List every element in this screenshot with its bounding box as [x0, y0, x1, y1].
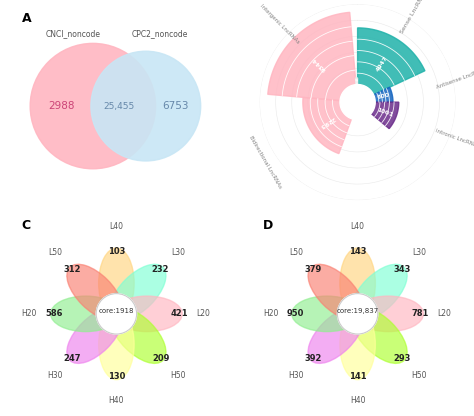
Ellipse shape [351, 307, 407, 364]
Text: D: D [263, 219, 273, 232]
Text: CNCI_noncode: CNCI_noncode [46, 29, 101, 38]
Text: H40: H40 [109, 396, 124, 405]
Ellipse shape [110, 264, 166, 320]
Text: L50: L50 [48, 248, 62, 257]
Text: L20: L20 [196, 310, 210, 318]
Text: Sense LncRNAs: Sense LncRNAs [400, 0, 428, 35]
Ellipse shape [112, 296, 182, 332]
Ellipse shape [99, 248, 134, 318]
Text: A: A [22, 12, 32, 25]
Text: 392: 392 [305, 354, 322, 362]
Text: 600: 600 [377, 93, 390, 100]
Text: H30: H30 [288, 371, 304, 380]
Ellipse shape [340, 309, 375, 380]
Text: Antisense LncRNAs: Antisense LncRNAs [435, 67, 474, 90]
Text: H50: H50 [411, 371, 427, 380]
Text: 781: 781 [411, 310, 429, 318]
Polygon shape [371, 102, 399, 129]
Text: 950: 950 [286, 310, 304, 318]
Text: 130: 130 [108, 372, 125, 381]
Text: 232: 232 [152, 265, 169, 274]
Text: 143: 143 [349, 247, 366, 256]
Text: L30: L30 [412, 248, 426, 257]
Text: 312: 312 [64, 265, 81, 274]
Text: core:19,837: core:19,837 [337, 308, 379, 314]
Text: H40: H40 [350, 396, 365, 405]
Text: 25,455: 25,455 [104, 102, 135, 111]
Text: L40: L40 [109, 223, 123, 231]
Polygon shape [357, 28, 425, 95]
Ellipse shape [308, 307, 364, 364]
Text: 586: 586 [45, 310, 63, 318]
Text: CPC2_noncode: CPC2_noncode [131, 29, 188, 38]
Circle shape [96, 294, 137, 334]
Text: L30: L30 [171, 248, 185, 257]
Polygon shape [340, 84, 375, 120]
Ellipse shape [99, 309, 134, 380]
Ellipse shape [351, 264, 407, 320]
Text: 2988: 2988 [48, 101, 75, 111]
Ellipse shape [67, 264, 123, 320]
Text: 209: 209 [152, 354, 169, 362]
Text: Bidirectional LncRNAs: Bidirectional LncRNAs [248, 135, 283, 189]
Text: 9344: 9344 [311, 56, 328, 72]
Text: H20: H20 [22, 310, 37, 318]
Text: core:1918: core:1918 [99, 308, 134, 314]
Text: L20: L20 [438, 310, 452, 318]
Polygon shape [268, 12, 356, 101]
Text: 343: 343 [393, 265, 410, 274]
Text: H50: H50 [170, 371, 186, 380]
Text: 293: 293 [393, 354, 410, 362]
Text: 1001: 1001 [376, 107, 394, 117]
Text: 4947: 4947 [375, 54, 389, 72]
Text: Intergenic LncRNAs: Intergenic LncRNAs [259, 4, 301, 45]
Ellipse shape [308, 264, 364, 320]
Circle shape [91, 51, 201, 161]
Text: H30: H30 [47, 371, 63, 380]
Ellipse shape [292, 296, 362, 332]
Text: 141: 141 [349, 372, 366, 381]
Text: 103: 103 [108, 247, 125, 256]
Ellipse shape [110, 307, 166, 364]
Text: 6753: 6753 [162, 101, 189, 111]
Ellipse shape [340, 248, 375, 318]
Text: 2293: 2293 [319, 115, 336, 129]
Circle shape [337, 294, 378, 334]
Polygon shape [356, 78, 357, 84]
Text: L50: L50 [289, 248, 303, 257]
Ellipse shape [353, 296, 423, 332]
Text: C: C [21, 219, 31, 232]
Polygon shape [374, 87, 393, 102]
Polygon shape [303, 97, 352, 154]
Ellipse shape [67, 307, 123, 364]
Text: Intronic LncRNAs: Intronic LncRNAs [434, 128, 474, 149]
Text: 421: 421 [170, 310, 188, 318]
Text: H20: H20 [263, 310, 278, 318]
Circle shape [30, 43, 155, 169]
Ellipse shape [51, 296, 121, 332]
Text: L40: L40 [351, 223, 365, 231]
Text: 379: 379 [305, 265, 322, 274]
Text: 247: 247 [64, 354, 81, 362]
